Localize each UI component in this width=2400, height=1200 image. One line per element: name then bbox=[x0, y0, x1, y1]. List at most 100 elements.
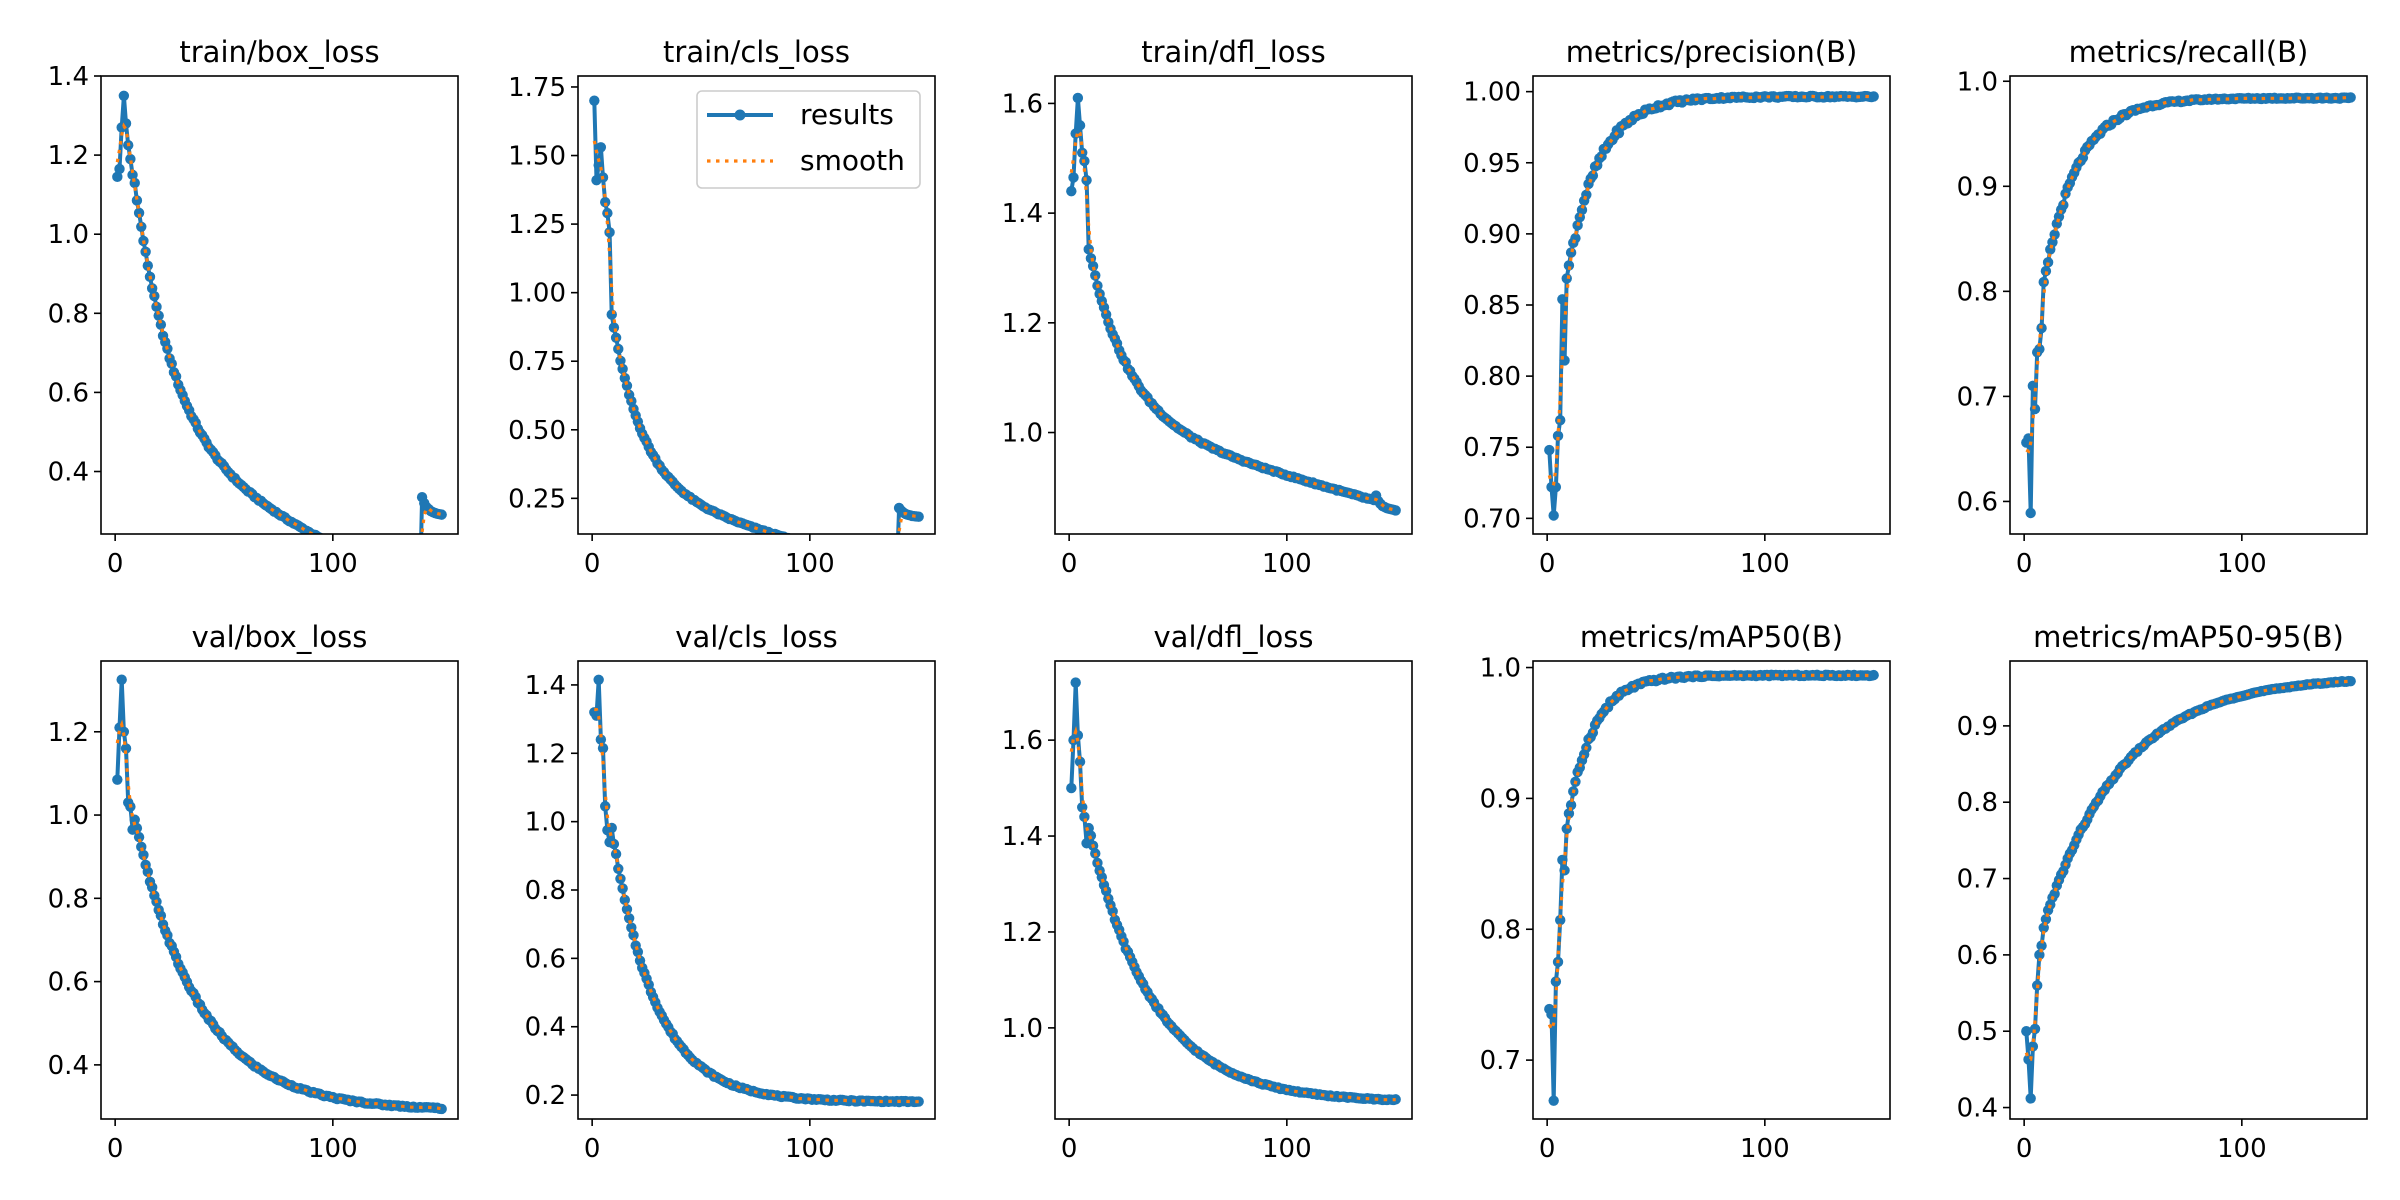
results-point bbox=[1544, 444, 1555, 456]
y-tick-label: 0.7 bbox=[1480, 1046, 1521, 1076]
results-point bbox=[1074, 756, 1086, 767]
results-point bbox=[136, 221, 147, 232]
y-tick-label: 1.00 bbox=[508, 279, 566, 309]
results-point bbox=[367, 559, 377, 569]
results-point bbox=[887, 563, 897, 573]
y-tick-label: 1.4 bbox=[525, 671, 566, 701]
results-point bbox=[138, 849, 149, 861]
legend: results smooth bbox=[696, 90, 921, 189]
y-tick-label: 1.2 bbox=[1002, 918, 1043, 948]
results-point bbox=[373, 563, 383, 573]
results-point bbox=[628, 930, 639, 941]
results-point bbox=[842, 550, 852, 560]
y-tick-label: 0.8 bbox=[1480, 915, 1521, 945]
x-tick-label: 100 bbox=[308, 1134, 358, 1164]
results-point bbox=[146, 882, 158, 893]
smooth-line bbox=[594, 707, 919, 1104]
legend-results-text: results bbox=[800, 98, 894, 131]
subplot-train-box-loss: train/box_loss 0.4 0.6 0.8 1.0 1.2 1.4 0 100 bbox=[48, 35, 459, 593]
legend-smooth-text: smooth bbox=[800, 144, 905, 177]
subplot-title: metrics/precision(B) bbox=[1566, 35, 1858, 69]
results-point bbox=[2036, 940, 2047, 951]
results-point bbox=[802, 538, 812, 548]
y-tick-label: 0.8 bbox=[48, 299, 89, 329]
results-point bbox=[789, 535, 799, 545]
x-tick-label: 0 bbox=[1539, 1134, 1556, 1164]
y-tick-label: 1.4 bbox=[48, 62, 89, 92]
y-tick-label: 1.0 bbox=[525, 808, 566, 838]
axes-frame bbox=[100, 660, 459, 1120]
plot-area bbox=[2021, 92, 2356, 519]
y-tick-label: 0.6 bbox=[525, 944, 566, 974]
subplot-train-dfl-loss: train/dfl_loss 1.0 1.2 1.4 1.6 0 100 bbox=[1002, 35, 1413, 579]
results-line bbox=[115, 677, 442, 1111]
y-tick-label: 1.0 bbox=[1480, 654, 1521, 684]
results-point bbox=[1565, 799, 1577, 811]
plot-area bbox=[1066, 677, 1401, 1106]
results-point bbox=[155, 319, 167, 330]
smooth-line bbox=[2024, 679, 2351, 1062]
smooth-line bbox=[1069, 127, 1396, 512]
y-tick-label: 0.8 bbox=[1957, 788, 1998, 818]
results-line bbox=[592, 677, 919, 1104]
results-point bbox=[2025, 1093, 2036, 1104]
results-point bbox=[321, 536, 331, 546]
y-tick-label: 1.4 bbox=[1002, 199, 1043, 229]
subplot-title: train/dfl_loss bbox=[1141, 35, 1325, 69]
results-point bbox=[1868, 91, 1879, 102]
x-tick-label: 100 bbox=[1740, 549, 1790, 579]
y-tick-label: 1.6 bbox=[1002, 726, 1043, 756]
results-point bbox=[371, 562, 381, 572]
results-point bbox=[1555, 914, 1566, 926]
results-point bbox=[1557, 294, 1568, 305]
results-point bbox=[595, 734, 607, 745]
results-point bbox=[2027, 1041, 2039, 1052]
results-point bbox=[890, 563, 900, 573]
results-point bbox=[868, 557, 878, 567]
results-point bbox=[617, 363, 628, 375]
results-point bbox=[131, 822, 143, 834]
plot-area bbox=[589, 674, 924, 1108]
subplot-val-cls-loss: val/cls_loss 0.2 0.4 0.6 0.8 1.0 1.2 1.4 0 100 bbox=[525, 620, 936, 1164]
results-point bbox=[589, 95, 600, 106]
subplot-title: train/cls_loss bbox=[663, 35, 850, 69]
y-tick-label: 1.0 bbox=[1002, 1014, 1043, 1044]
y-tick-label: 1.6 bbox=[1002, 89, 1043, 119]
axes-frame bbox=[1054, 660, 1413, 1120]
results-point bbox=[415, 583, 425, 593]
results-point bbox=[118, 90, 130, 101]
plot-area bbox=[2021, 675, 2356, 1104]
y-tick-label: 0.4 bbox=[48, 1051, 89, 1081]
results-point bbox=[112, 774, 123, 785]
results-point bbox=[879, 560, 889, 570]
x-tick-label: 0 bbox=[584, 1134, 601, 1164]
results-point bbox=[848, 552, 858, 562]
subplot-title: metrics/recall(B) bbox=[2069, 35, 2309, 69]
y-tick-label: 0.8 bbox=[525, 876, 566, 906]
y-tick-label: 0.25 bbox=[508, 484, 566, 514]
results-point bbox=[116, 674, 127, 685]
results-point bbox=[380, 565, 390, 575]
results-point bbox=[1066, 185, 1077, 197]
results-point bbox=[376, 563, 386, 573]
y-tick-label: 0.6 bbox=[48, 378, 89, 408]
x-tick-label: 0 bbox=[584, 549, 601, 579]
results-point bbox=[133, 831, 145, 843]
results-point bbox=[404, 578, 414, 588]
plot-area bbox=[112, 674, 447, 1115]
results-point bbox=[2040, 265, 2052, 277]
results-point bbox=[365, 559, 375, 569]
y-tick-label: 0.8 bbox=[48, 884, 89, 914]
results-point bbox=[606, 309, 617, 320]
results-point bbox=[610, 848, 622, 860]
x-tick-label: 100 bbox=[1262, 549, 1312, 579]
subplot-metrics-precision-b-: metrics/precision(B) 0.70 0.75 0.80 0.85 0.90… bbox=[1463, 35, 1891, 579]
results-point bbox=[1107, 906, 1118, 917]
y-tick-label: 1.25 bbox=[508, 210, 566, 240]
results-point bbox=[129, 177, 140, 189]
y-tick-label: 1.0 bbox=[1002, 419, 1043, 449]
results-point bbox=[859, 555, 869, 565]
y-tick-label: 1.4 bbox=[1002, 822, 1043, 852]
results-point bbox=[1552, 430, 1564, 442]
subplot-metrics-recall-b-: metrics/recall(B) 0.6 0.7 0.8 0.9 1.0 0 100 bbox=[1957, 35, 2368, 579]
